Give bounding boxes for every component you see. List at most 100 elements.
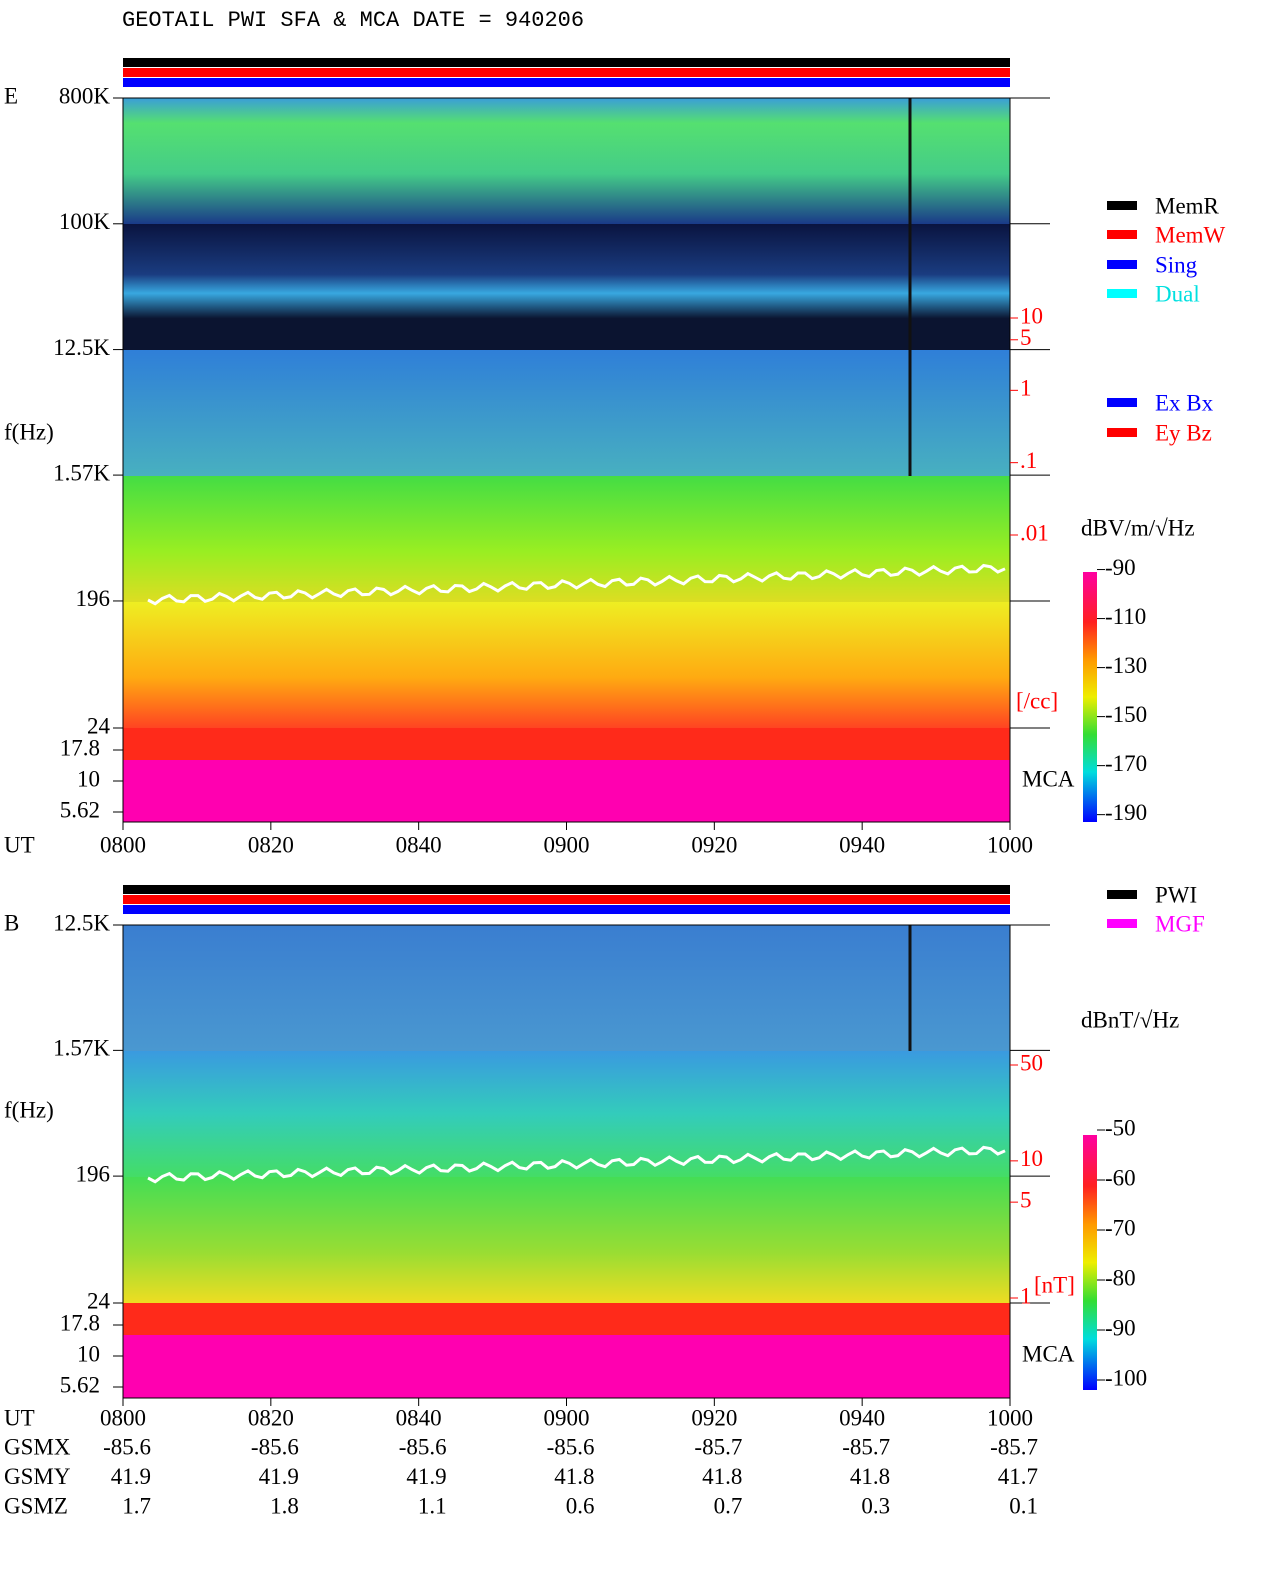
orbit-value: 41.9 — [259, 1464, 299, 1489]
x-tick-label: 1000 — [987, 1405, 1033, 1430]
orbit-value: -85.6 — [251, 1434, 299, 1459]
x-axis-label: UT — [4, 1405, 35, 1430]
mca-tick-label: 5.62 — [60, 797, 100, 822]
orbit-label: GSMY — [4, 1464, 71, 1489]
orbit-value: -85.7 — [990, 1434, 1038, 1459]
spectrogram-band — [123, 224, 1010, 350]
orbit-value: 1.1 — [418, 1493, 447, 1518]
legend-swatch — [1107, 398, 1137, 407]
legend-label: MemW — [1155, 222, 1226, 247]
legend-label: Dual — [1155, 281, 1200, 306]
legend-label: Ex Bx — [1155, 390, 1214, 415]
legend-swatch — [1107, 428, 1137, 437]
x-tick-label: 0900 — [544, 832, 590, 857]
orbit-value: 41.8 — [554, 1464, 594, 1489]
orbit-value: -85.7 — [694, 1434, 742, 1459]
density-unit: [/cc] — [1016, 688, 1058, 713]
spectrogram-band — [123, 602, 1010, 728]
colorbar-tick-label: -90 — [1105, 555, 1136, 580]
y-tick-label: 24 — [87, 713, 111, 738]
orbit-value: -85.6 — [547, 1434, 595, 1459]
mca-tick-label: 5.62 — [60, 1372, 100, 1397]
colorbar — [1083, 572, 1097, 822]
spectrogram-band — [123, 1303, 1010, 1335]
orbit-label: GSMZ — [4, 1493, 68, 1518]
x-tick-label: 0920 — [691, 832, 737, 857]
orbit-value: 1.7 — [122, 1493, 151, 1518]
spectrogram-band — [123, 1051, 1010, 1177]
legend-label: MemR — [1155, 193, 1220, 218]
colorbar-tick-label: -130 — [1105, 653, 1147, 678]
density-unit: [nT] — [1034, 1272, 1075, 1297]
status-bar — [123, 58, 1010, 67]
colorbar-tick-label: -60 — [1105, 1165, 1136, 1190]
mca-tick-label: 10 — [77, 766, 100, 791]
y-tick-label: 12.5K — [53, 335, 110, 360]
status-bar — [123, 895, 1010, 904]
colorbar — [1083, 1135, 1097, 1390]
spectrogram-band — [123, 1335, 1010, 1398]
density-tick-label: 10 — [1020, 303, 1043, 328]
colorbar-tick-label: -90 — [1105, 1315, 1136, 1340]
orbit-value: -85.6 — [103, 1434, 151, 1459]
x-tick-label: 0820 — [248, 1405, 294, 1430]
x-tick-label: 0900 — [544, 1405, 590, 1430]
x-tick-label: 0940 — [839, 832, 885, 857]
plasma-line — [147, 563, 1006, 606]
density-tick-label: .1 — [1020, 448, 1037, 473]
x-axis-label: UT — [4, 832, 35, 857]
colorbar-tick-label: -100 — [1105, 1365, 1147, 1390]
colorbar-tick-label: -150 — [1105, 702, 1147, 727]
colorbar-tick-label: -110 — [1105, 604, 1146, 629]
y-tick-label: 100K — [59, 209, 111, 234]
y-tick-label: 1.57K — [53, 1036, 110, 1061]
legend-swatch — [1107, 890, 1137, 899]
x-tick-label: 1000 — [987, 832, 1033, 857]
legend-label: MGF — [1155, 911, 1205, 936]
y-axis-label: f(Hz) — [4, 419, 54, 444]
mca-label: MCA — [1022, 1341, 1075, 1366]
y-axis-label: f(Hz) — [4, 1097, 54, 1122]
density-tick-label: 1 — [1020, 1283, 1032, 1308]
plasma-line — [147, 1145, 1006, 1184]
x-tick-label: 0920 — [691, 1405, 737, 1430]
spectrogram-band — [123, 350, 1010, 476]
density-tick-label: 5 — [1020, 325, 1032, 350]
page-title: GEOTAIL PWI SFA & MCA DATE = 940206 — [122, 8, 584, 33]
legend-label: PWI — [1155, 882, 1197, 907]
orbit-value: 1.8 — [270, 1493, 299, 1518]
status-bar — [123, 905, 1010, 914]
mca-label: MCA — [1022, 766, 1075, 791]
spectrogram-band — [123, 1177, 1010, 1303]
spectrogram-band — [123, 760, 1010, 822]
legend-label: Sing — [1155, 252, 1198, 277]
orbit-value: 0.7 — [714, 1493, 743, 1518]
spectrogram-band — [123, 728, 1010, 760]
status-bar — [123, 885, 1010, 894]
density-tick-label: 50 — [1020, 1050, 1043, 1075]
legend-swatch — [1107, 919, 1137, 928]
status-bar — [123, 68, 1010, 77]
mca-tick-label: 17.8 — [60, 1310, 100, 1335]
panel-label: E — [4, 83, 18, 108]
mca-tick-label: 17.8 — [60, 735, 100, 760]
y-tick-label: 196 — [76, 586, 111, 611]
y-tick-label: 800K — [59, 83, 111, 108]
legend-swatch — [1107, 201, 1137, 210]
legend-swatch — [1107, 230, 1137, 239]
y-tick-label: 196 — [76, 1161, 111, 1186]
colorbar-tick-label: -170 — [1105, 751, 1147, 776]
orbit-value: 41.9 — [111, 1464, 151, 1489]
orbit-value: 41.8 — [702, 1464, 742, 1489]
orbit-label: GSMX — [4, 1434, 71, 1459]
status-bar — [123, 78, 1010, 87]
spectrogram-band — [123, 925, 1010, 1051]
colorbar-tick-label: -50 — [1105, 1115, 1136, 1140]
spectrogram-band — [123, 98, 1010, 224]
y-tick-label: 1.57K — [53, 460, 110, 485]
orbit-value: 0.1 — [1009, 1493, 1038, 1518]
x-tick-label: 0800 — [100, 1405, 146, 1430]
orbit-value: 41.9 — [406, 1464, 446, 1489]
y-tick-label: 12.5K — [53, 910, 110, 935]
